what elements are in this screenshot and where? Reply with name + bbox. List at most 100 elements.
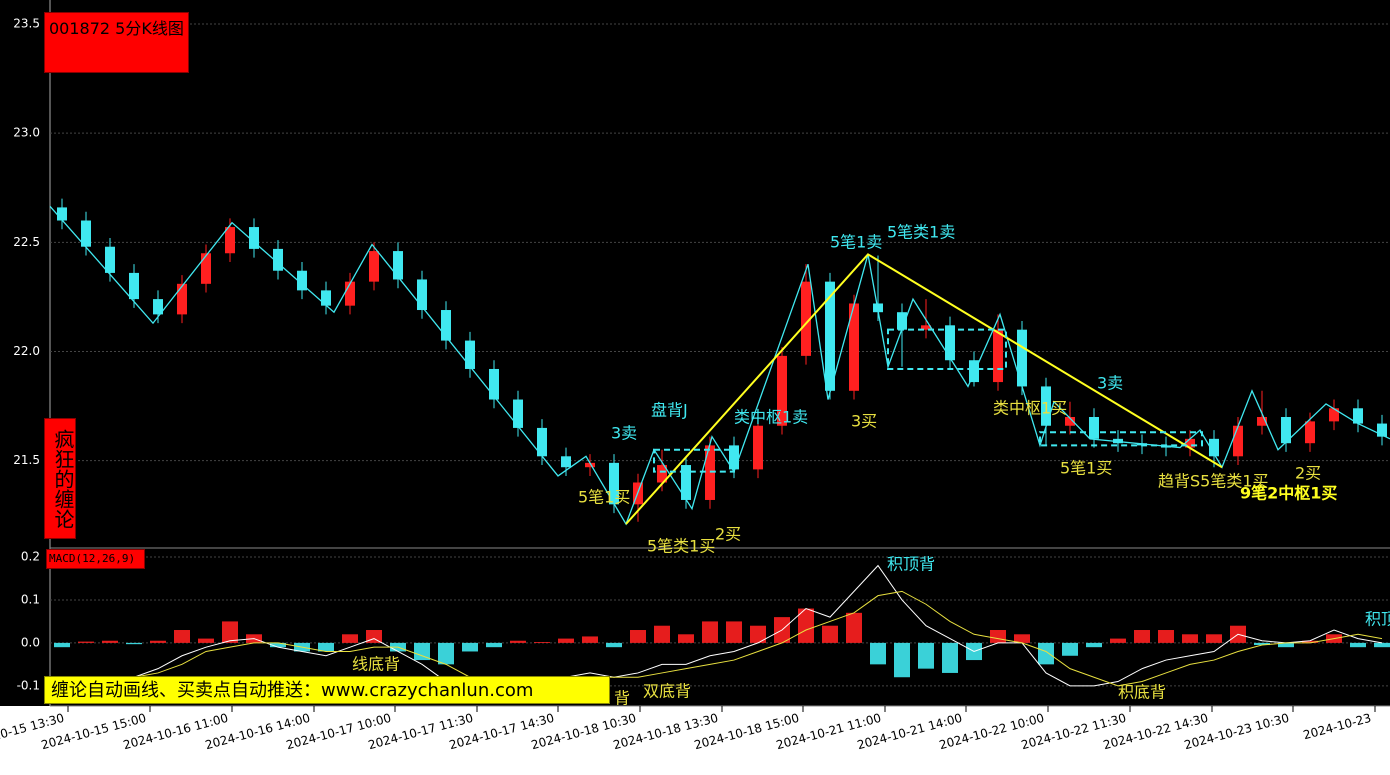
candle-body <box>1017 329 1027 387</box>
macd-line <box>61 564 1383 687</box>
candle-body <box>681 465 691 500</box>
chart-title: 001872 5分K线图 <box>44 12 189 73</box>
candle-body <box>825 281 835 391</box>
macd-bar <box>942 642 958 673</box>
macd-bar <box>222 621 238 643</box>
candle-body <box>177 283 187 315</box>
candle-body <box>921 325 931 330</box>
macd-bar <box>822 625 838 643</box>
macd-bar <box>582 636 598 643</box>
candle-body <box>201 253 211 284</box>
annotation: 5笔1买 <box>578 488 630 507</box>
candle-body <box>945 325 955 361</box>
candle-body <box>609 462 619 505</box>
candle-body <box>1209 438 1219 457</box>
macd-bar <box>990 630 1006 643</box>
annotation: 积顶背 <box>887 555 935 574</box>
annotation: 5笔1买 <box>1060 459 1112 478</box>
background <box>0 0 1390 706</box>
candle-body <box>1329 408 1339 422</box>
macd-bar <box>78 641 94 643</box>
candle-body <box>585 462 595 468</box>
annotation: 双底背 <box>643 682 691 701</box>
macd-bar <box>750 625 766 643</box>
candle-body <box>417 279 427 311</box>
candle-body <box>153 299 163 315</box>
macd-line <box>62 590 1383 687</box>
candle-body <box>849 303 859 391</box>
candle-body <box>225 227 235 254</box>
macd-bar <box>1086 642 1102 648</box>
macd-bar <box>606 642 622 648</box>
macd-bar <box>678 634 694 643</box>
macd-bar <box>486 642 502 648</box>
macd-bar <box>894 642 910 678</box>
candle-body <box>345 281 355 306</box>
candle-body <box>369 251 379 282</box>
center-box <box>887 328 1007 370</box>
macd-bar <box>726 621 742 643</box>
candle-body <box>297 270 307 291</box>
annotation: 5笔类1买 <box>647 537 715 556</box>
candle-body <box>1065 417 1075 426</box>
annotation: 类中枢1卖 <box>734 408 808 427</box>
candle-body <box>561 456 571 468</box>
annotation: 9笔2中枢1买 <box>1240 484 1337 503</box>
macd-bar <box>654 625 670 643</box>
candle-body <box>321 290 331 306</box>
x-tick-label: 2024-10-23 <box>1302 711 1373 743</box>
macd-bar <box>102 640 118 643</box>
candle-body <box>969 360 979 383</box>
annotation: 2买 <box>715 525 741 544</box>
macd-bar <box>1062 642 1078 656</box>
side-label: 疯狂的缠论 <box>44 418 76 539</box>
annotation: 积顶 <box>1365 610 1390 629</box>
macd-bar <box>1182 634 1198 643</box>
y-tick-label: 22.0 <box>13 344 40 358</box>
candle-body <box>1305 421 1315 444</box>
y-tick-label: 0.1 <box>21 592 40 606</box>
annotation: 背 <box>614 689 630 708</box>
candle-body <box>777 355 787 426</box>
annotation: 趋背S5笔类1买 <box>1158 472 1269 491</box>
annotation: 类中枢1买 <box>993 399 1067 418</box>
annotation: 2买 <box>1295 464 1321 483</box>
candle-body <box>1257 417 1267 426</box>
candle-body <box>1185 438 1195 448</box>
macd-bar <box>1278 642 1294 648</box>
macd-bar <box>870 642 886 665</box>
macd-bar <box>558 638 574 643</box>
macd-bar <box>1110 638 1126 643</box>
candle-body <box>129 272 139 300</box>
macd-bar <box>1038 642 1054 665</box>
macd-bar <box>1350 642 1366 648</box>
macd-bar <box>702 621 718 643</box>
macd-bar <box>150 640 166 643</box>
y-tick-label: 21.5 <box>13 453 40 467</box>
macd-bar <box>1374 642 1390 648</box>
macd-bar <box>846 612 862 643</box>
macd-bar <box>1254 642 1270 646</box>
macd-bar <box>462 642 478 652</box>
annotation: 3卖 <box>611 424 637 443</box>
macd-title: MACD(12,26,9) <box>46 549 145 569</box>
macd-bar <box>318 642 334 652</box>
macd-bar <box>198 638 214 643</box>
candle-body <box>729 445 739 470</box>
macd-bar <box>510 640 526 643</box>
candle-body <box>897 312 907 330</box>
candle-body <box>801 281 811 356</box>
center-box <box>653 448 735 473</box>
candle-body <box>249 227 259 249</box>
y-tick-label: 23.0 <box>13 126 40 140</box>
candle-body <box>753 425 763 470</box>
candle-body <box>513 399 523 428</box>
candle-body <box>1377 423 1387 437</box>
macd-bar <box>1014 634 1030 643</box>
macd-bar <box>1206 634 1222 643</box>
segment-line <box>625 253 1223 525</box>
macd-bar <box>342 634 358 643</box>
stroke-line <box>49 205 1390 526</box>
